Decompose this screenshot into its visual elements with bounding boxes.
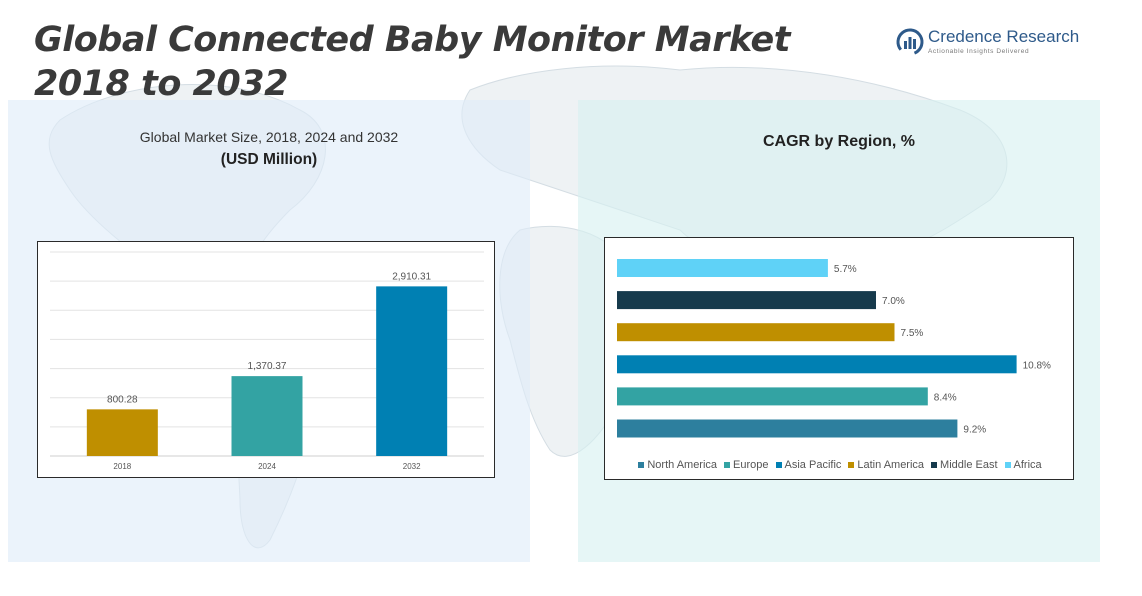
legend-swatch <box>848 462 855 468</box>
cagr-hbar-chart: 5.7% 7.0% 7.5% 10.8% 8.4% 9.2% <box>617 259 1051 438</box>
x-tick-label-2018: 2018 <box>113 462 131 471</box>
legend-swatch <box>1004 462 1011 468</box>
legend-item: Middle East <box>931 459 998 471</box>
data-label-latin-america: 7.5% <box>901 328 924 339</box>
legend-label: Asia Pacific <box>784 459 842 471</box>
bar-africa <box>617 259 828 277</box>
legend-swatch <box>724 462 731 468</box>
page-title: Global Connected Baby Monitor Market 201… <box>34 18 790 106</box>
bar-2032 <box>376 286 448 456</box>
market-size-unit: (USD Million) <box>220 151 318 168</box>
data-label-asia-pacific: 10.8% <box>1023 360 1051 371</box>
bar-latin-america <box>617 323 895 342</box>
data-label-2024: 1,370.37 <box>248 361 287 372</box>
bar-2018 <box>86 409 158 456</box>
company-logo: Credence Research Actionable Insights De… <box>896 26 1096 60</box>
data-label-2018: 800.28 <box>107 394 138 405</box>
market-size-bar-chart: 800.28 2018 1,370.37 2024 2,910.31 2032 <box>50 251 484 471</box>
legend-label: Middle East <box>940 459 998 471</box>
data-label-2032: 2,910.31 <box>392 271 431 282</box>
cagr-chart: 5.7% 7.0% 7.5% 10.8% 8.4% 9.2% North America E… <box>604 237 1074 480</box>
legend-item: Africa <box>1004 459 1042 471</box>
legend-swatch <box>931 462 938 468</box>
data-label-europe: 8.4% <box>934 392 957 403</box>
legend-item: Asia Pacific <box>775 459 842 471</box>
market-size-chart: 800.28 2018 1,370.37 2024 2,910.31 2032 <box>37 241 495 478</box>
data-label-middle-east: 7.0% <box>882 296 905 307</box>
legend-item: Latin America <box>848 459 924 471</box>
legend-label: Europe <box>733 459 769 471</box>
bar-2024 <box>231 376 303 456</box>
legend-swatch <box>775 462 782 468</box>
cagr-title: CAGR by Region, % <box>762 133 915 150</box>
data-label-north-america: 9.2% <box>963 425 986 436</box>
legend-label: Africa <box>1013 459 1042 471</box>
legend-item: North America <box>638 459 717 471</box>
legend-swatch <box>638 462 645 468</box>
data-label-africa: 5.7% <box>834 264 857 275</box>
bar-middle-east <box>617 291 876 310</box>
bar-asia-pacific <box>617 355 1017 374</box>
title-line-1: Global Connected Baby Monitor Market <box>34 20 790 60</box>
market-size-title: Global Market Size, 2018, 2024 and 2032 <box>139 129 399 145</box>
legend-label: North America <box>647 459 718 471</box>
logo-icon <box>896 28 924 56</box>
logo-tagline: Actionable Insights Delivered <box>928 48 1030 55</box>
bar-north-america <box>617 419 958 438</box>
cagr-legend: North America Europe Asia Pacific Latin Ame… <box>605 459 1075 471</box>
bar-europe <box>617 387 928 406</box>
title-line-2: 2018 to 2032 <box>34 64 288 104</box>
x-tick-label-2032: 2032 <box>403 462 421 471</box>
legend-label: Latin America <box>857 459 925 471</box>
logo-name: Credence Research <box>928 27 1080 46</box>
legend-item: Europe <box>724 459 769 471</box>
x-tick-label-2024: 2024 <box>258 462 276 471</box>
